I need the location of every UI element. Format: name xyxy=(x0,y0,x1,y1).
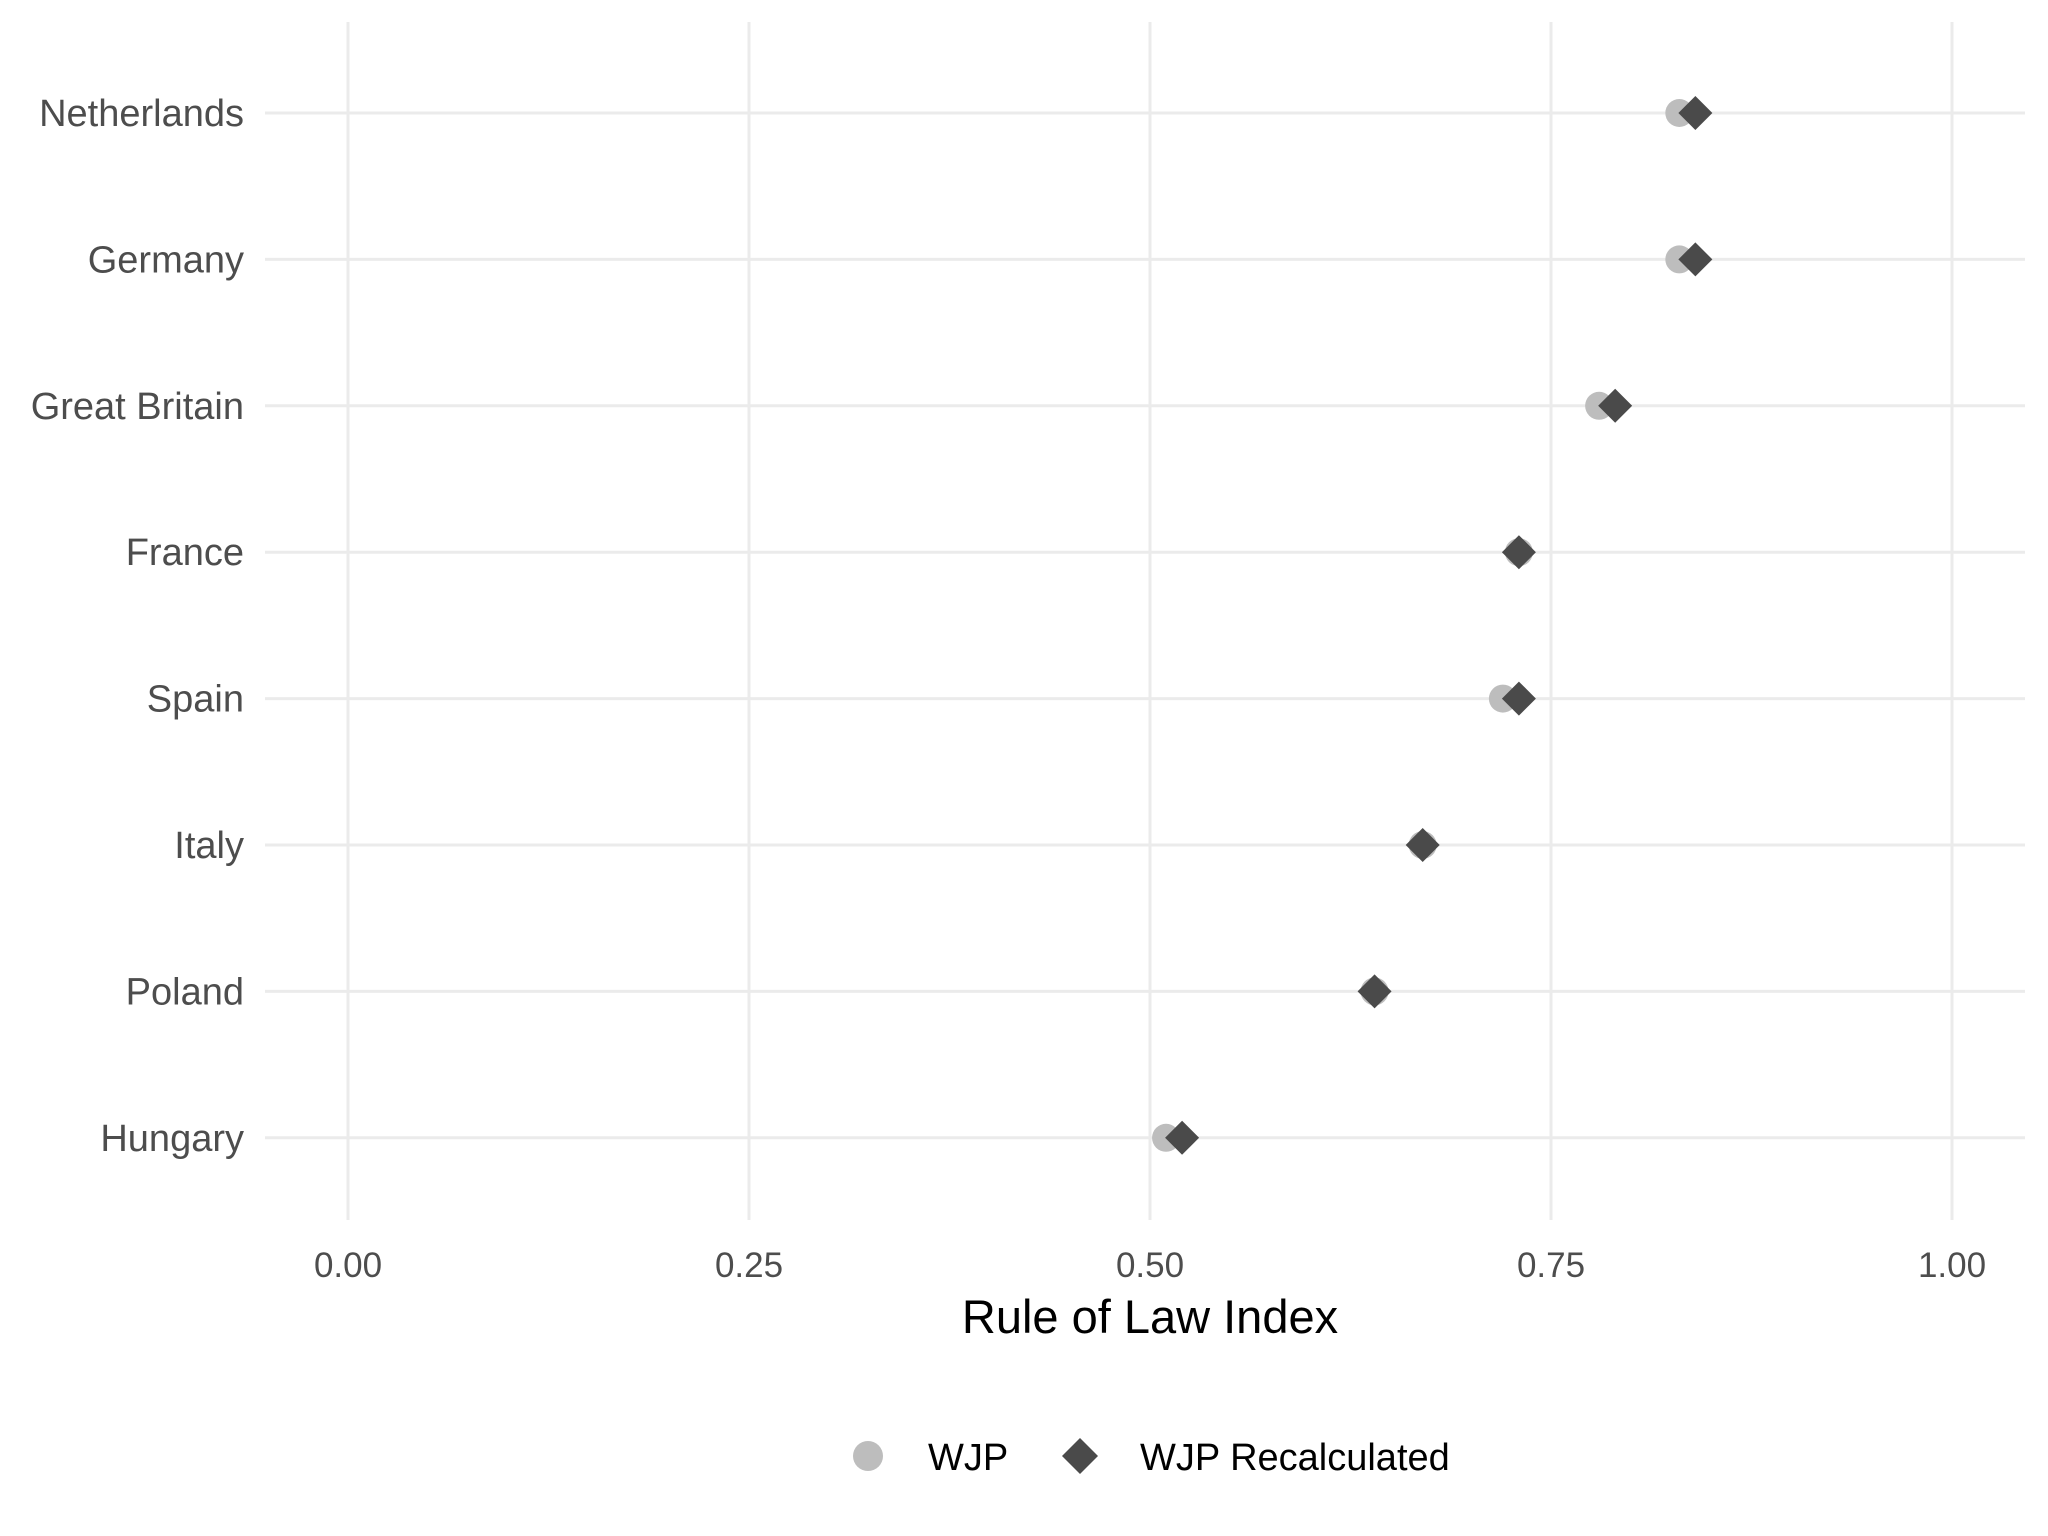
x-axis-title: Rule of Law Index xyxy=(962,1290,1338,1343)
point-wjp-recalculated-italy xyxy=(1405,828,1440,862)
point-wjp-recalculated-poland xyxy=(1357,974,1392,1009)
series-wjp-points xyxy=(1152,99,1694,1152)
legend-key-wjp-recalculated xyxy=(1062,1438,1098,1474)
x-tick-label-0-75: 0.75 xyxy=(1517,1246,1585,1285)
y-label-france: France xyxy=(126,532,244,574)
y-label-spain: Spain xyxy=(147,679,244,721)
y-label-italy: Italy xyxy=(174,825,244,867)
point-wjp-recalculated-great-britain xyxy=(1598,388,1633,423)
point-wjp-recalculated-spain xyxy=(1501,681,1536,716)
y-gridlines xyxy=(265,111,2025,1140)
y-axis-labels: Netherlands Germany Great Britain France Spa… xyxy=(31,93,244,1160)
y-label-germany: Germany xyxy=(88,239,244,281)
legend-key-wjp xyxy=(853,1441,883,1471)
legend: WJP WJP Recalculated xyxy=(853,1437,1450,1479)
point-wjp-recalculated-netherlands xyxy=(1678,96,1713,130)
legend-label-wjp-recalculated: WJP Recalculated xyxy=(1140,1437,1450,1479)
y-label-hungary: Hungary xyxy=(100,1118,244,1160)
x-gridlines xyxy=(346,22,1954,1220)
x-tick-label-0-25: 0.25 xyxy=(715,1246,783,1285)
x-tick-label-0-50: 0.50 xyxy=(1116,1246,1184,1285)
y-label-poland: Poland xyxy=(126,971,244,1013)
y-label-great-britain: Great Britain xyxy=(31,386,244,428)
series-wjp-recalculated-points xyxy=(1165,96,1713,1155)
y-label-netherlands: Netherlands xyxy=(39,93,244,135)
point-wjp-recalculated-france xyxy=(1501,535,1536,570)
point-wjp-recalculated-hungary xyxy=(1165,1120,1200,1155)
x-tick-label-1-00: 1.00 xyxy=(1918,1246,1986,1285)
point-wjp-recalculated-germany xyxy=(1678,242,1713,277)
x-axis-tick-labels: 0.00 0.25 0.50 0.75 1.00 xyxy=(314,1246,1986,1285)
legend-label-wjp: WJP xyxy=(928,1437,1008,1479)
x-tick-label-0-00: 0.00 xyxy=(314,1246,382,1285)
